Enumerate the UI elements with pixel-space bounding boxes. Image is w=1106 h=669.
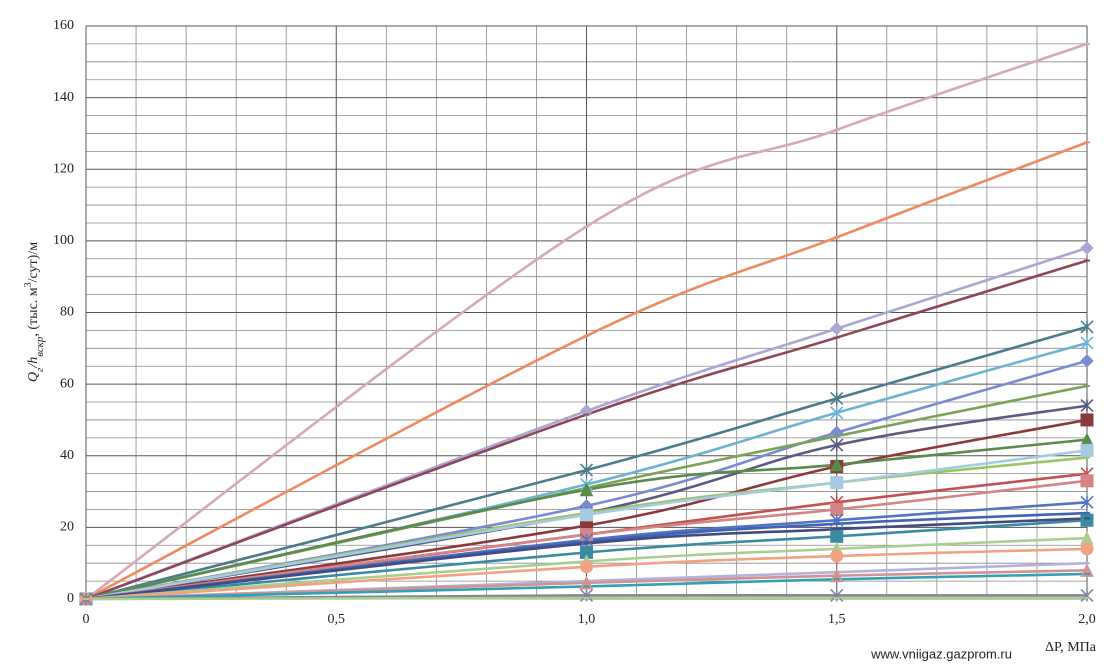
series-line (85, 547, 1088, 601)
y-axis-label-part: г (34, 367, 46, 372)
marker (830, 549, 844, 563)
x-tick-label: 1,5 (828, 612, 846, 627)
series-line (85, 141, 1088, 601)
series-line (85, 449, 1088, 601)
series-line (85, 569, 1088, 601)
marker (830, 321, 844, 336)
marker (830, 425, 844, 440)
x-axis-label: ΔP, МПа (1045, 640, 1097, 655)
source: www.vniigaz.gazprom.ru (870, 646, 1012, 661)
y-axis-label-part: , (тыс. м (26, 287, 41, 336)
series-line (85, 325, 1088, 601)
marker (830, 438, 844, 452)
series-line (85, 418, 1088, 601)
marker (830, 502, 844, 516)
series-line (85, 479, 1088, 601)
y-axis-label-part: 3 (23, 282, 34, 287)
marker (1080, 474, 1094, 488)
marker (1080, 241, 1094, 255)
y-tick-label: 160 (53, 18, 74, 33)
marker (1080, 513, 1094, 527)
y-tick-label: 20 (60, 520, 74, 535)
series-line (85, 572, 1088, 601)
marker (830, 406, 844, 420)
marker (829, 457, 844, 472)
marker (830, 588, 844, 602)
marker (1080, 542, 1094, 556)
y-tick-label: 120 (53, 161, 74, 176)
marker (830, 391, 844, 406)
series-line (85, 536, 1088, 601)
marker (830, 476, 844, 490)
series-line (85, 42, 1088, 601)
marker (580, 560, 593, 574)
y-axis-label: Qг/hвскр, (тыс. м3/сут)/м (23, 242, 46, 382)
x-tick-label: 0,5 (328, 612, 346, 627)
y-tick-label: 40 (60, 448, 74, 463)
marker (1080, 320, 1094, 334)
marker (1080, 495, 1094, 509)
marker (1080, 443, 1094, 457)
marker (1080, 336, 1094, 350)
marker (1080, 399, 1094, 413)
y-tick-label: 140 (53, 90, 74, 105)
marker (1080, 354, 1094, 368)
y-tick-label: 100 (53, 233, 74, 248)
y-tick-label: 60 (60, 376, 74, 391)
marker (1080, 413, 1094, 427)
marker (830, 529, 844, 543)
series-line (85, 438, 1088, 601)
y-axis-label-part: Q (26, 372, 41, 382)
series-line (85, 596, 1087, 601)
marker (1080, 588, 1094, 602)
series-line (85, 518, 1088, 601)
x-tick-label: 2,0 (1078, 612, 1096, 627)
series-line (85, 517, 1088, 601)
y-axis-label-part: /h (26, 357, 41, 369)
y-axis-label-part: /сут)/м (26, 242, 41, 283)
x-tick-label: 0 (83, 612, 90, 627)
y-tick-label: 80 (60, 305, 74, 320)
series-line (85, 259, 1088, 601)
marker (579, 588, 594, 602)
marker (579, 482, 594, 497)
marker (579, 463, 594, 477)
x-tick-label: 1,0 (578, 612, 596, 627)
marker (580, 508, 593, 522)
y-axis-label-part: вскр (34, 336, 46, 357)
y-tick-label: 0 (67, 591, 74, 606)
